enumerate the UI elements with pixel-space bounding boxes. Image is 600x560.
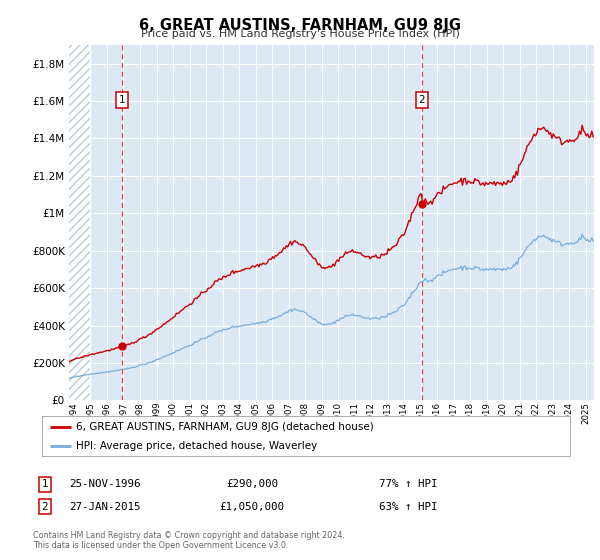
Text: 2: 2 bbox=[418, 95, 425, 105]
Text: 1: 1 bbox=[41, 479, 49, 489]
Text: 63% ↑ HPI: 63% ↑ HPI bbox=[379, 502, 437, 512]
Text: 1: 1 bbox=[119, 95, 125, 105]
Text: 27-JAN-2015: 27-JAN-2015 bbox=[69, 502, 141, 512]
Text: 6, GREAT AUSTINS, FARNHAM, GU9 8JG (detached house): 6, GREAT AUSTINS, FARNHAM, GU9 8JG (deta… bbox=[76, 422, 374, 432]
Text: Contains HM Land Registry data © Crown copyright and database right 2024.: Contains HM Land Registry data © Crown c… bbox=[33, 531, 345, 540]
Text: 77% ↑ HPI: 77% ↑ HPI bbox=[379, 479, 437, 489]
Polygon shape bbox=[69, 45, 91, 400]
Text: Price paid vs. HM Land Registry's House Price Index (HPI): Price paid vs. HM Land Registry's House … bbox=[140, 29, 460, 39]
Text: 2: 2 bbox=[41, 502, 49, 512]
Text: This data is licensed under the Open Government Licence v3.0.: This data is licensed under the Open Gov… bbox=[33, 542, 289, 550]
Text: £290,000: £290,000 bbox=[226, 479, 278, 489]
Text: £1,050,000: £1,050,000 bbox=[220, 502, 284, 512]
Text: 6, GREAT AUSTINS, FARNHAM, GU9 8JG: 6, GREAT AUSTINS, FARNHAM, GU9 8JG bbox=[139, 18, 461, 33]
Text: 25-NOV-1996: 25-NOV-1996 bbox=[69, 479, 141, 489]
Text: HPI: Average price, detached house, Waverley: HPI: Average price, detached house, Wave… bbox=[76, 441, 317, 450]
